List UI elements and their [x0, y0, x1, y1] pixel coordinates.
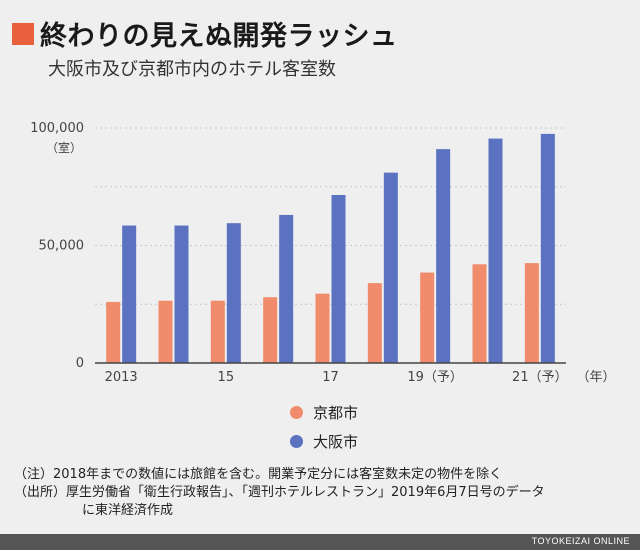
legend-dot-osaka [290, 435, 303, 448]
chart-title: 終わりの見えぬ開発ラッシュ [40, 21, 398, 52]
x-tick-label: 21（予） [512, 370, 568, 385]
x-axis-unit: （年） [576, 370, 615, 385]
bar-kyoto [367, 283, 382, 363]
notes: （注）2018年までの数値には旅館を含む。開業予定分には客室数未定の物件を除く … [14, 466, 545, 520]
x-tick-label: 19（予） [407, 370, 463, 385]
x-tick-label: 2013 [105, 370, 138, 385]
legend-label-kyoto: 京都市 [313, 404, 359, 422]
y-tick-label: 0 [76, 356, 84, 371]
bar-osaka [331, 194, 346, 363]
legend-dot-kyoto [290, 406, 303, 419]
bar-kyoto [420, 272, 435, 363]
y-axis-unit: （室） [46, 140, 82, 155]
y-tick-label: 100,000 [30, 121, 84, 136]
bar-kyoto [315, 293, 330, 363]
chart-subtitle: 大阪市及び京都市内のホテル客室数 [48, 59, 336, 80]
legend-item-osaka: 大阪市 [290, 431, 358, 452]
chart-area: 0 50,000 100,000 （室） 2013 15 17 19（予） 21（予） （年） [30, 121, 615, 385]
legend-item-kyoto: 京都市 [290, 402, 358, 423]
bar-kyoto [106, 301, 121, 363]
note-line: （注）2018年までの数値には旅館を含む。開業予定分には客室数未定の物件を除く [14, 467, 503, 482]
footer-bar: TOYOKEIZAI ONLINE [0, 534, 640, 550]
source-line: （出所）厚生労働省「衛生行政報告」、「週刊ホテルレストラン」2019年6月7日号… [14, 485, 545, 500]
bar-osaka [540, 133, 555, 363]
source-line-continued: に東洋経済作成 [82, 503, 174, 518]
legend-label-osaka: 大阪市 [313, 433, 359, 451]
x-tick-label: 17 [322, 370, 339, 385]
bar-kyoto [524, 263, 539, 363]
bar-osaka [174, 225, 189, 363]
bar-kyoto [210, 300, 225, 363]
bar-osaka [488, 138, 503, 363]
bar-kyoto [158, 300, 173, 363]
bar-osaka [436, 149, 451, 363]
bar-kyoto [472, 264, 487, 363]
footer-brand: TOYOKEIZAI ONLINE [531, 536, 630, 546]
title-row: 終わりの見えぬ開発ラッシュ [12, 14, 398, 53]
bar-osaka [226, 223, 241, 363]
bar-osaka [122, 225, 137, 363]
bar-kyoto [263, 297, 278, 363]
y-tick-label: 50,000 [39, 239, 85, 254]
title-accent-square [12, 22, 34, 45]
x-tick-label: 15 [218, 370, 235, 385]
bar-osaka [383, 172, 398, 363]
bar-osaka [279, 214, 294, 363]
